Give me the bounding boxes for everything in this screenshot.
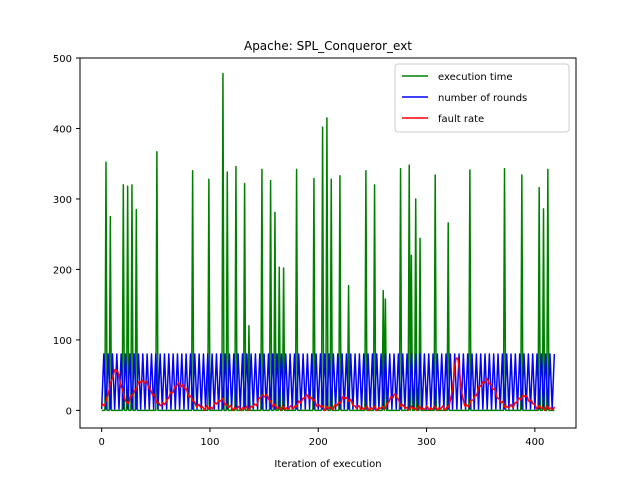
series-line-fault-rate: [101, 357, 556, 412]
x-tick-label: 300: [417, 437, 436, 448]
y-tick-label: 200: [53, 265, 72, 276]
y-tick-label: 300: [53, 195, 72, 206]
legend: execution time number of rounds fault rate: [394, 63, 570, 133]
x-tick-label: 200: [309, 437, 328, 448]
plot-area: [79, 57, 577, 429]
series-group: [100, 72, 556, 412]
y-tick-label: 500: [53, 54, 72, 65]
legend-label: execution time: [438, 72, 513, 83]
legend-label: fault rate: [438, 114, 484, 125]
y-tick-label: 0: [66, 406, 72, 417]
x-axis: 0 100 200 300 400: [98, 428, 544, 448]
x-tick-label: 0: [98, 437, 104, 448]
x-axis-label: Iteration of execution: [274, 459, 381, 470]
series-line-number-of-rounds: [100, 353, 556, 410]
y-axis: 0 100 200 300 400 500: [53, 54, 80, 417]
legend-label: number of rounds: [438, 93, 527, 104]
series-line-execution-time: [101, 72, 555, 412]
plot-frame: [79, 57, 577, 429]
x-tick-label: 100: [200, 437, 219, 448]
legend-box: [394, 63, 570, 133]
y-tick-label: 400: [53, 124, 72, 135]
y-tick-label: 100: [53, 336, 72, 347]
chart-title: Apache: SPL_Conqueror_ext: [244, 39, 412, 53]
x-tick-label: 400: [525, 437, 544, 448]
